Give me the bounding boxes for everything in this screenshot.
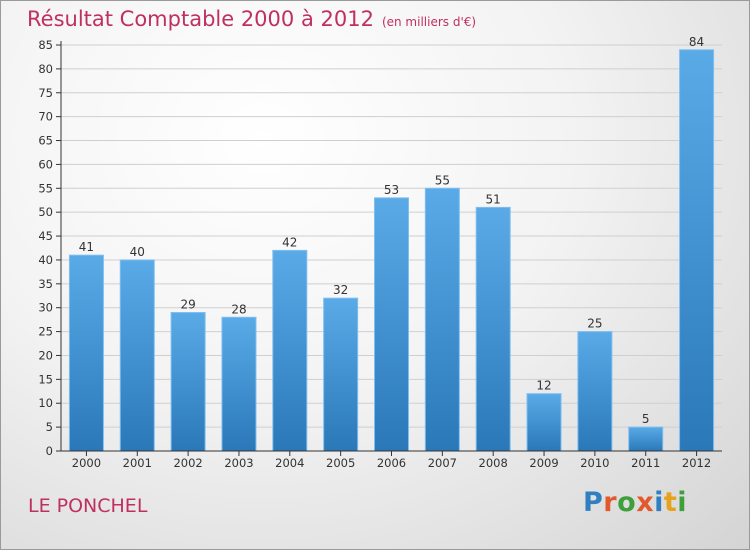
bar-2009 <box>526 393 562 452</box>
y-tick-label: 15 <box>38 372 53 386</box>
y-tick-label: 55 <box>38 181 53 195</box>
x-tick-label: 2007 <box>428 456 457 470</box>
y-tick-label: 10 <box>38 396 53 410</box>
logo-letter: r <box>603 487 618 518</box>
x-tick-label: 2006 <box>377 456 406 470</box>
bar-value-label: 29 <box>180 297 195 311</box>
y-tick-label: 70 <box>38 110 53 124</box>
x-tick-label: 2012 <box>682 456 711 470</box>
logo-letter: t <box>663 487 678 518</box>
bar-2008 <box>475 206 511 452</box>
x-tick-label: 2008 <box>479 456 508 470</box>
bar-2007 <box>424 187 460 452</box>
bar-2005 <box>323 297 359 452</box>
bar-value-label: 41 <box>79 240 94 254</box>
logo-letter: P <box>583 487 604 518</box>
bar-value-label: 51 <box>486 192 501 206</box>
x-tick-label: 2004 <box>275 456 304 470</box>
logo-letter: o <box>617 487 637 518</box>
bar-value-label: 42 <box>282 235 297 249</box>
y-tick-label: 0 <box>46 444 53 458</box>
x-tick-label: 2003 <box>224 456 253 470</box>
y-tick-label: 30 <box>38 301 53 315</box>
x-tick-label: 2002 <box>173 456 202 470</box>
bar-value-label: 12 <box>536 379 551 393</box>
x-tick-label: 2000 <box>72 456 101 470</box>
bar-2006 <box>374 197 409 452</box>
y-tick-label: 5 <box>46 420 53 434</box>
bar-2003 <box>221 316 257 452</box>
y-tick-label: 45 <box>38 229 53 243</box>
bar-value-label: 55 <box>435 173 450 187</box>
y-tick-label: 65 <box>38 134 53 148</box>
y-tick-label: 40 <box>38 253 53 267</box>
y-tick-label: 25 <box>38 325 53 339</box>
x-tick-label: 2001 <box>123 456 152 470</box>
bar-2012 <box>679 49 715 452</box>
logo-letter: i <box>654 487 664 518</box>
y-tick-label: 50 <box>38 205 53 219</box>
x-tick-label: 2011 <box>631 456 660 470</box>
bar-value-label: 84 <box>689 35 704 49</box>
bar-value-label: 53 <box>384 183 399 197</box>
x-tick-label: 2005 <box>326 456 355 470</box>
chart-subtitle: (en milliers d'€) <box>381 15 477 29</box>
y-tick-label: 60 <box>38 157 53 171</box>
y-tick-label: 35 <box>38 277 53 291</box>
y-tick-label: 20 <box>38 348 53 362</box>
y-tick-label: 75 <box>38 86 53 100</box>
axes: 0 5 10 15 20 25 30 35 40 45 50 55 60 65 70 75 80 85 2000 20… <box>38 38 722 470</box>
bar-value-label: 28 <box>231 302 246 316</box>
bar-value-label: 32 <box>333 283 348 297</box>
x-tick-label: 2010 <box>580 456 609 470</box>
logo-letter: x <box>636 487 655 518</box>
bar-2010 <box>577 331 613 452</box>
bar-2001 <box>119 259 155 452</box>
bar-2000 <box>68 254 104 452</box>
y-tick-label: 80 <box>38 62 53 76</box>
x-tick-label: 2009 <box>529 456 558 470</box>
proxiti-logo[interactable]: Proxiti <box>583 487 687 518</box>
bar-2002 <box>170 311 206 452</box>
bar-2011 <box>628 426 664 452</box>
location-name: LE PONCHEL <box>28 495 148 517</box>
bar-value-label: 25 <box>587 317 602 331</box>
chart-title: Résultat Comptable 2000 à 2012 (en millie… <box>27 7 477 31</box>
bar-value-label: 5 <box>642 412 650 426</box>
bar-value-label: 40 <box>130 245 145 259</box>
bars: 41 40 29 28 42 32 53 55 51 12 25 5 84 <box>68 35 715 452</box>
logo-letter: i <box>677 487 688 518</box>
y-tick-label: 85 <box>38 38 53 52</box>
bar-2004 <box>272 249 308 452</box>
